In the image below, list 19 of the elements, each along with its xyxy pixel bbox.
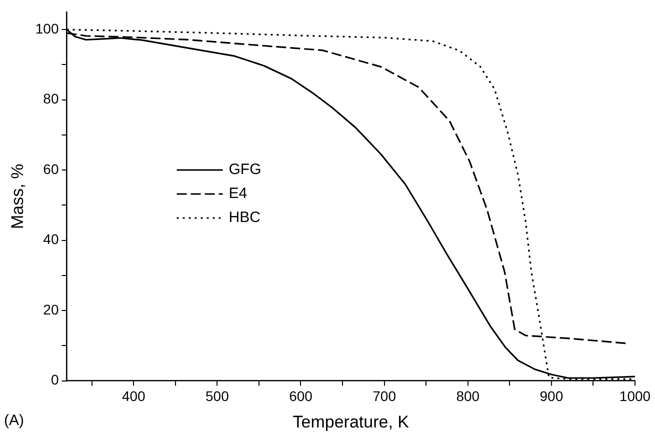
x-tick-label: 1000 <box>619 388 651 404</box>
legend-label: E4 <box>228 185 248 202</box>
x-tick-label: 400 <box>122 388 146 404</box>
x-tick-label: 800 <box>456 388 480 404</box>
x-tick-label: 700 <box>372 388 396 404</box>
y-tick-label: 40 <box>43 231 59 248</box>
y-tick-label: 0 <box>50 372 59 388</box>
legend-label: GFG <box>228 161 262 178</box>
text: (A) <box>4 412 24 429</box>
legend-label: HBC <box>228 209 261 226</box>
y-tick-label: 80 <box>43 90 59 107</box>
y-tick-label: 20 <box>43 301 59 318</box>
x-tick-label: 600 <box>289 388 313 404</box>
y-axis-title: Mass, % <box>8 164 27 229</box>
x-tick-label: 900 <box>540 388 564 404</box>
x-tick-label: 500 <box>205 388 230 404</box>
x-axis-title: Temperature, K <box>292 412 410 432</box>
y-tick-label: 60 <box>43 160 59 177</box>
y-tick-label: 100 <box>35 20 59 36</box>
